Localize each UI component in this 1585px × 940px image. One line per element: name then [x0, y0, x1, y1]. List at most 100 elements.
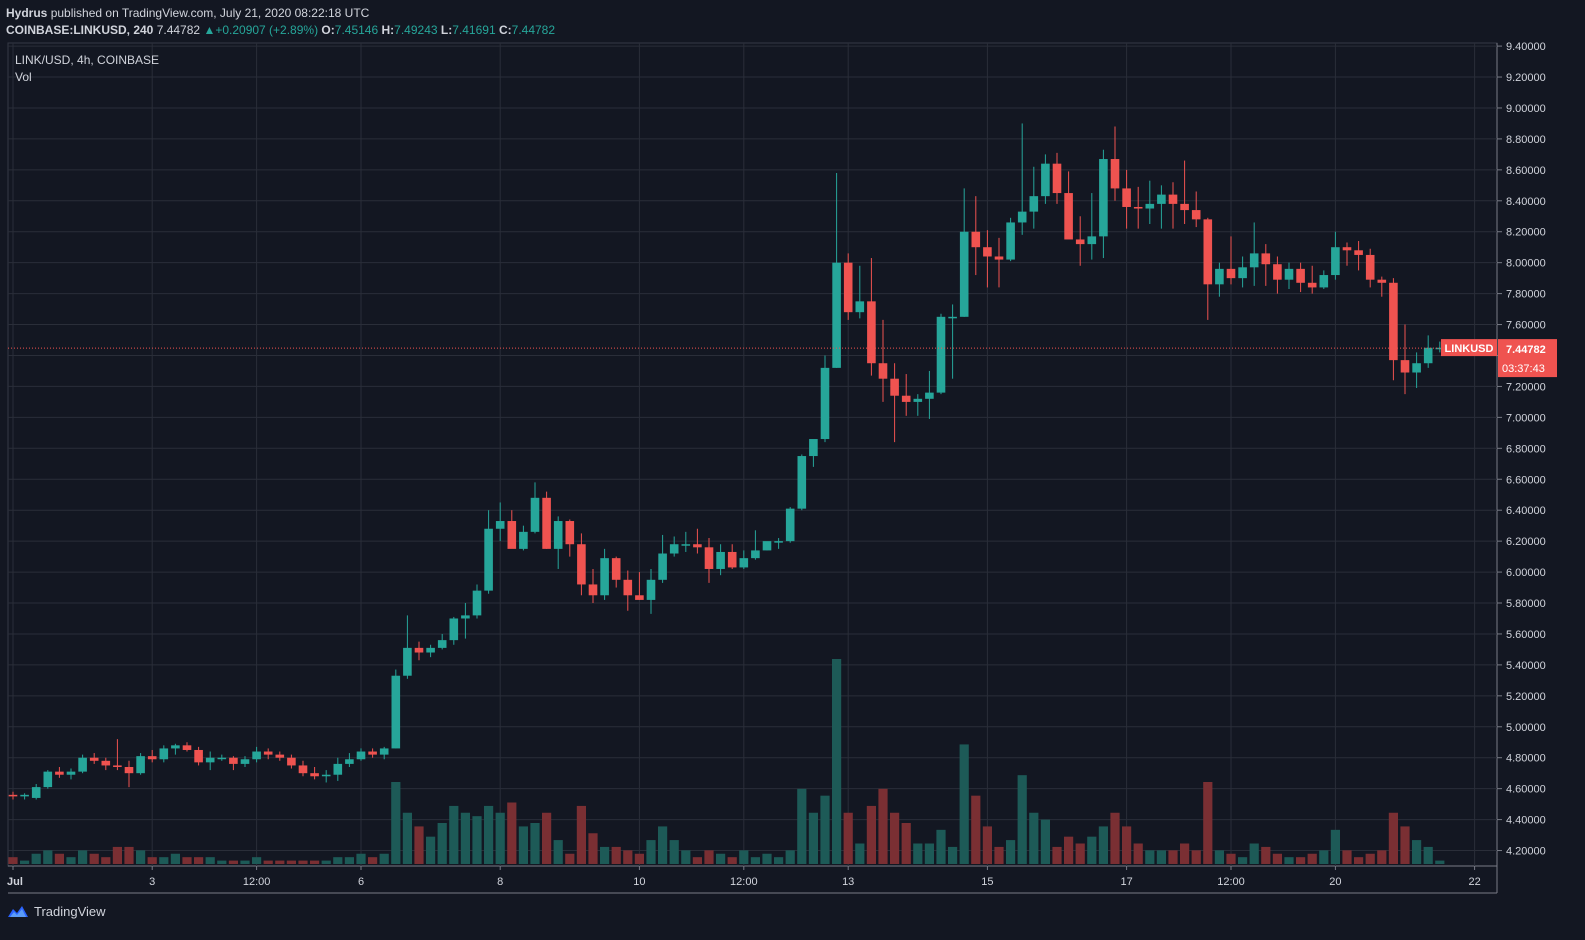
candle-body [356, 751, 366, 760]
volume-bar [924, 843, 934, 864]
candle [925, 370, 934, 419]
volume-bar [321, 860, 331, 864]
volume-bar [240, 860, 250, 864]
publisher-name[interactable]: Hydrus [6, 6, 48, 20]
candle-body [1296, 268, 1305, 283]
tradingview-logo[interactable]: TradingView [6, 903, 106, 919]
candle [542, 491, 551, 549]
candle-body [901, 395, 911, 402]
candle [437, 633, 447, 650]
candle-body [693, 544, 702, 548]
x-tick-label: 6 [358, 876, 364, 888]
volume-bar [356, 853, 366, 864]
volume-bar [971, 795, 981, 864]
tradingview-cloud-icon [8, 906, 28, 917]
volume-bars [8, 659, 1445, 864]
candle [1157, 185, 1166, 229]
volume-bar [542, 812, 552, 864]
candle [1249, 222, 1259, 286]
candle [43, 770, 53, 789]
volume-bar [1203, 782, 1213, 864]
candle-body [240, 759, 250, 764]
candle-body [78, 757, 87, 772]
symbol-label: COINBASE:LINKUSD, 240 [6, 23, 154, 37]
volume-bar [402, 812, 412, 864]
candle-body [1389, 282, 1398, 361]
volume-bar [147, 857, 157, 864]
candle-body [530, 497, 540, 532]
candle [252, 746, 261, 763]
candle-body [484, 528, 493, 591]
candle-body [774, 541, 783, 543]
price-axis: 4.20000 4.40000 4.60000 4.80000 5.00000 5.200… [1497, 41, 1546, 858]
candle [426, 644, 435, 658]
candle-body [472, 590, 482, 616]
volume-bar [797, 788, 807, 864]
candle-body [1168, 194, 1178, 204]
volume-bar [878, 788, 888, 864]
volume-bar [1296, 857, 1306, 864]
volume-bar [1354, 857, 1364, 864]
candle [205, 751, 215, 771]
volume-bar [913, 843, 923, 864]
candle [55, 766, 64, 778]
volume-bar [634, 853, 644, 864]
candle-body [217, 757, 227, 760]
y-tick-label: 8.00000 [1506, 258, 1546, 270]
candle [345, 753, 354, 767]
candle [1261, 244, 1271, 286]
volume-bar [1261, 846, 1271, 864]
y-tick-label: 8.20000 [1506, 227, 1546, 239]
candle-body [1365, 254, 1375, 280]
volume-bar [1249, 843, 1259, 864]
candle-body [1052, 163, 1062, 194]
volume-bar [507, 802, 517, 864]
candle-body [913, 398, 923, 402]
candle [704, 538, 714, 583]
candle [495, 502, 505, 542]
candle [89, 753, 99, 764]
volume-bar [623, 850, 633, 864]
volume-bar [716, 853, 726, 864]
candle [843, 253, 853, 320]
volume-bar [228, 860, 238, 864]
candle-body [855, 301, 865, 313]
candle-body [635, 595, 644, 600]
symbol-tag-bg [1441, 339, 1497, 357]
y-tick-label: 5.40000 [1506, 660, 1546, 672]
candle [1238, 256, 1247, 288]
candle-body [762, 541, 772, 551]
volume-bar [518, 826, 528, 864]
last-price-marker: LINKUSD 7.44782 03:37:43 [8, 339, 1557, 378]
candle-body [925, 392, 934, 399]
volume-bar [101, 857, 111, 864]
candle-body [948, 316, 957, 319]
y-tick-label: 8.40000 [1506, 196, 1546, 208]
volume-bar [472, 816, 482, 864]
candle [913, 394, 923, 416]
candle [275, 751, 285, 761]
candle-body [1133, 206, 1143, 209]
volume-bar [275, 860, 285, 864]
candle [78, 754, 87, 774]
candle [1400, 324, 1410, 395]
volume-bar [437, 823, 447, 864]
candle [739, 550, 749, 569]
candle-body [611, 558, 621, 580]
candle-body [1319, 275, 1329, 288]
candle-body [669, 544, 679, 554]
volume-bar [646, 840, 656, 864]
volume-bar [391, 782, 401, 864]
volume-bar [832, 659, 842, 864]
volume-bar [669, 840, 679, 864]
candle [994, 237, 1004, 288]
candle-body [1261, 253, 1271, 265]
volume-bar [982, 826, 992, 864]
candle [310, 766, 319, 780]
candle [948, 304, 957, 379]
price-tag-bg [1498, 339, 1557, 378]
y-tick-label: 7.20000 [1506, 381, 1546, 393]
candle-body [553, 521, 563, 549]
candle-body [437, 640, 447, 648]
